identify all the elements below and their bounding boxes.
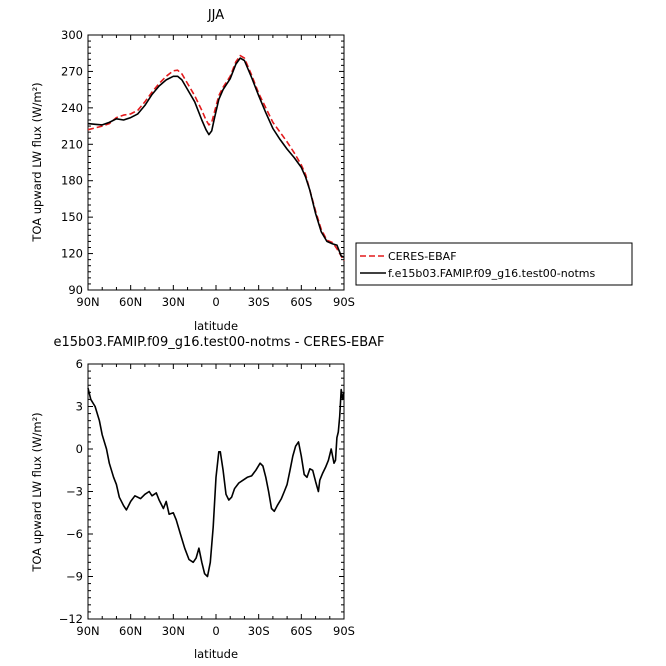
bottom-tick-marks <box>87 363 345 620</box>
difference-series-line <box>87 387 345 578</box>
series-line-f-e15b03-famip-f09-g16-test00-notms <box>87 57 345 258</box>
x-tick-label: 0 <box>212 295 219 309</box>
x-tick-label: 60S <box>290 624 312 638</box>
bottom-chart-title: e15b03.FAMIP.f09_g16.test00-notms - CERE… <box>53 335 384 350</box>
top-series-lines <box>87 54 345 262</box>
y-tick-label: −6 <box>66 527 83 541</box>
x-tick-label: 60N <box>119 624 142 638</box>
y-tick-label: 6 <box>76 357 83 371</box>
legend: CERES-EBAF f.e15b03.FAMIP.f09_g16.test00… <box>355 242 633 286</box>
bottom-panel: e15b03.FAMIP.f09_g16.test00-notms - CERE… <box>30 335 385 661</box>
legend-label-model: f.e15b03.FAMIP.f09_g16.test00-notms <box>388 267 595 280</box>
y-tick-label: −9 <box>66 570 83 584</box>
top-y-axis-label: TOA upward LW flux (W/m²) <box>30 82 44 242</box>
y-tick-label: 180 <box>61 174 83 188</box>
x-tick-label: 30S <box>248 295 270 309</box>
x-tick-label: 30S <box>248 624 270 638</box>
series-line-ceres-ebaf <box>87 54 345 262</box>
y-tick-label: 300 <box>61 28 83 42</box>
bottom-x-axis-label: latitude <box>194 647 238 661</box>
top-panel: JJA 90 120 150 180 210 240 270 300 90N 60N 30N 0 30… <box>30 8 355 333</box>
x-tick-label: 90N <box>76 624 99 638</box>
bottom-y-tick-labels: −12 −9 −6 −3 0 3 6 <box>59 357 83 626</box>
y-tick-label: 90 <box>68 283 83 297</box>
bottom-plot-frame <box>87 363 345 620</box>
bottom-y-axis-label: TOA upward LW flux (W/m²) <box>30 412 44 572</box>
top-y-tick-labels: 90 120 150 180 210 240 270 300 <box>61 28 83 297</box>
top-x-axis-label: latitude <box>194 319 238 333</box>
y-tick-label: 210 <box>61 137 83 151</box>
y-tick-label: 150 <box>61 210 83 224</box>
y-tick-label: −12 <box>59 612 83 626</box>
y-tick-label: 3 <box>76 400 83 414</box>
x-tick-label: 30N <box>162 624 185 638</box>
top-plot-frame <box>87 34 345 291</box>
y-tick-label: 0 <box>76 442 83 456</box>
top-tick-marks <box>87 34 345 291</box>
x-tick-label: 60N <box>119 295 142 309</box>
legend-box <box>355 242 633 286</box>
x-tick-label: 90S <box>333 624 355 638</box>
top-chart-title: JJA <box>207 8 224 23</box>
x-tick-label: 60S <box>290 295 312 309</box>
y-tick-label: −3 <box>66 485 83 499</box>
top-x-tick-labels: 90N 60N 30N 0 30S 60S 90S <box>76 295 355 309</box>
x-tick-label: 30N <box>162 295 185 309</box>
y-tick-label: 270 <box>61 64 83 78</box>
bottom-series-lines <box>87 387 345 578</box>
legend-label-ceres: CERES-EBAF <box>388 250 457 263</box>
x-tick-label: 90S <box>333 295 355 309</box>
y-tick-label: 120 <box>61 247 83 261</box>
x-tick-label: 0 <box>212 624 219 638</box>
bottom-x-tick-labels: 90N 60N 30N 0 30S 60S 90S <box>76 624 355 638</box>
y-tick-label: 240 <box>61 101 83 115</box>
x-tick-label: 90N <box>76 295 99 309</box>
